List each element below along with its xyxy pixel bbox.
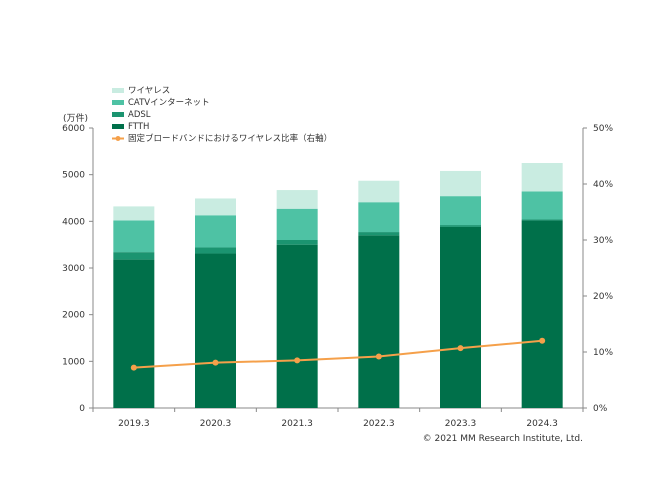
bar-catv--2021.3 <box>276 208 318 240</box>
bar-adsl-2020.3 <box>195 247 236 254</box>
x-tick-label: 2024.3 <box>526 419 558 429</box>
x-tick-label: 2020.3 <box>200 419 232 429</box>
left-tick-label: 0 <box>79 404 85 414</box>
bars <box>113 163 563 408</box>
right-tick-label: 10% <box>593 348 613 358</box>
bar-adsl-2021.3 <box>276 240 318 245</box>
wireless-ratio-line <box>133 339 543 369</box>
bar---2022.3 <box>358 180 400 203</box>
x-tick-label: 2022.3 <box>363 419 395 429</box>
x-tick-label: 2019.3 <box>118 419 150 429</box>
legend-label: 固定ブロードバンドにおけるワイヤレス比率（右軸） <box>128 133 332 144</box>
wireless-ratio-point <box>457 345 464 352</box>
legend-label: ワイヤレス <box>128 86 170 96</box>
legend-swatch-3 <box>112 88 124 93</box>
x-tick-label: 2023.3 <box>445 419 477 429</box>
bar-ftth-2024.3 <box>521 220 563 408</box>
bar-ftth-2019.3 <box>113 259 155 408</box>
bar-catv--2022.3 <box>358 202 400 233</box>
bar---2024.3 <box>521 163 563 192</box>
bar-catv--2024.3 <box>521 191 563 220</box>
bar-adsl-2019.3 <box>113 252 155 260</box>
bar-adsl-2023.3 <box>440 225 481 227</box>
wireless-ratio-point <box>375 353 382 360</box>
right-tick-label: 40% <box>593 180 613 190</box>
bar-catv--2019.3 <box>113 220 155 253</box>
left-tick-label: 2000 <box>62 311 85 321</box>
right-tick-label: 50% <box>593 124 613 134</box>
left-tick-label: 6000 <box>62 124 85 134</box>
right-tick-label: 0% <box>593 404 608 414</box>
x-tick-label: 2021.3 <box>281 419 313 429</box>
bar-adsl-2024.3 <box>521 219 563 221</box>
bar-ftth-2021.3 <box>276 244 318 408</box>
bar---2020.3 <box>195 198 236 216</box>
x-axis-labels: 2019.3 2020.3 2021.3 2022.3 2023.3 2024.3 <box>118 419 558 429</box>
wireless-ratio-point <box>212 359 219 366</box>
legend-label: ADSL <box>128 110 151 120</box>
right-tick-label: 30% <box>593 236 613 246</box>
bar-catv--2020.3 <box>195 215 236 248</box>
legend: ワイヤレス CATVインターネット ADSL FTTH固定ブロードバンドにおけるワイヤ… <box>112 86 332 144</box>
bar---2021.3 <box>276 190 318 209</box>
left-tick-label: 3000 <box>62 264 85 274</box>
line-series <box>130 337 546 371</box>
bar---2019.3 <box>113 206 155 221</box>
bar---2023.3 <box>440 170 481 197</box>
bar-ftth-2023.3 <box>440 226 481 408</box>
credit-text: © 2021 MM Research Institute, Ltd. <box>422 434 583 444</box>
legend-label: FTTH <box>128 122 149 132</box>
wireless-ratio-point <box>294 357 301 364</box>
left-tick-label: 4000 <box>62 217 85 227</box>
left-tick-label: 5000 <box>62 171 85 181</box>
legend-label: CATVインターネット <box>128 98 210 108</box>
bar-ftth-2020.3 <box>195 253 236 408</box>
bar-catv--2023.3 <box>440 196 481 226</box>
wireless-ratio-point <box>130 364 137 371</box>
right-tick-label: 20% <box>593 292 613 302</box>
axes: 0 1000 2000 3000 4000 5000 6000 0% 10% 20% 30% 40% 5… <box>62 124 613 414</box>
wireless-ratio-point <box>539 337 546 344</box>
bar-ftth-2022.3 <box>358 235 400 408</box>
legend-swatch-1 <box>112 112 124 117</box>
legend-swatch-2 <box>112 100 124 105</box>
bar-adsl-2022.3 <box>358 232 400 236</box>
legend-line-marker <box>115 136 121 141</box>
legend-swatch-0 <box>112 124 124 129</box>
left-axis-unit-label: (万件) <box>63 112 88 124</box>
left-tick-label: 1000 <box>62 357 85 367</box>
